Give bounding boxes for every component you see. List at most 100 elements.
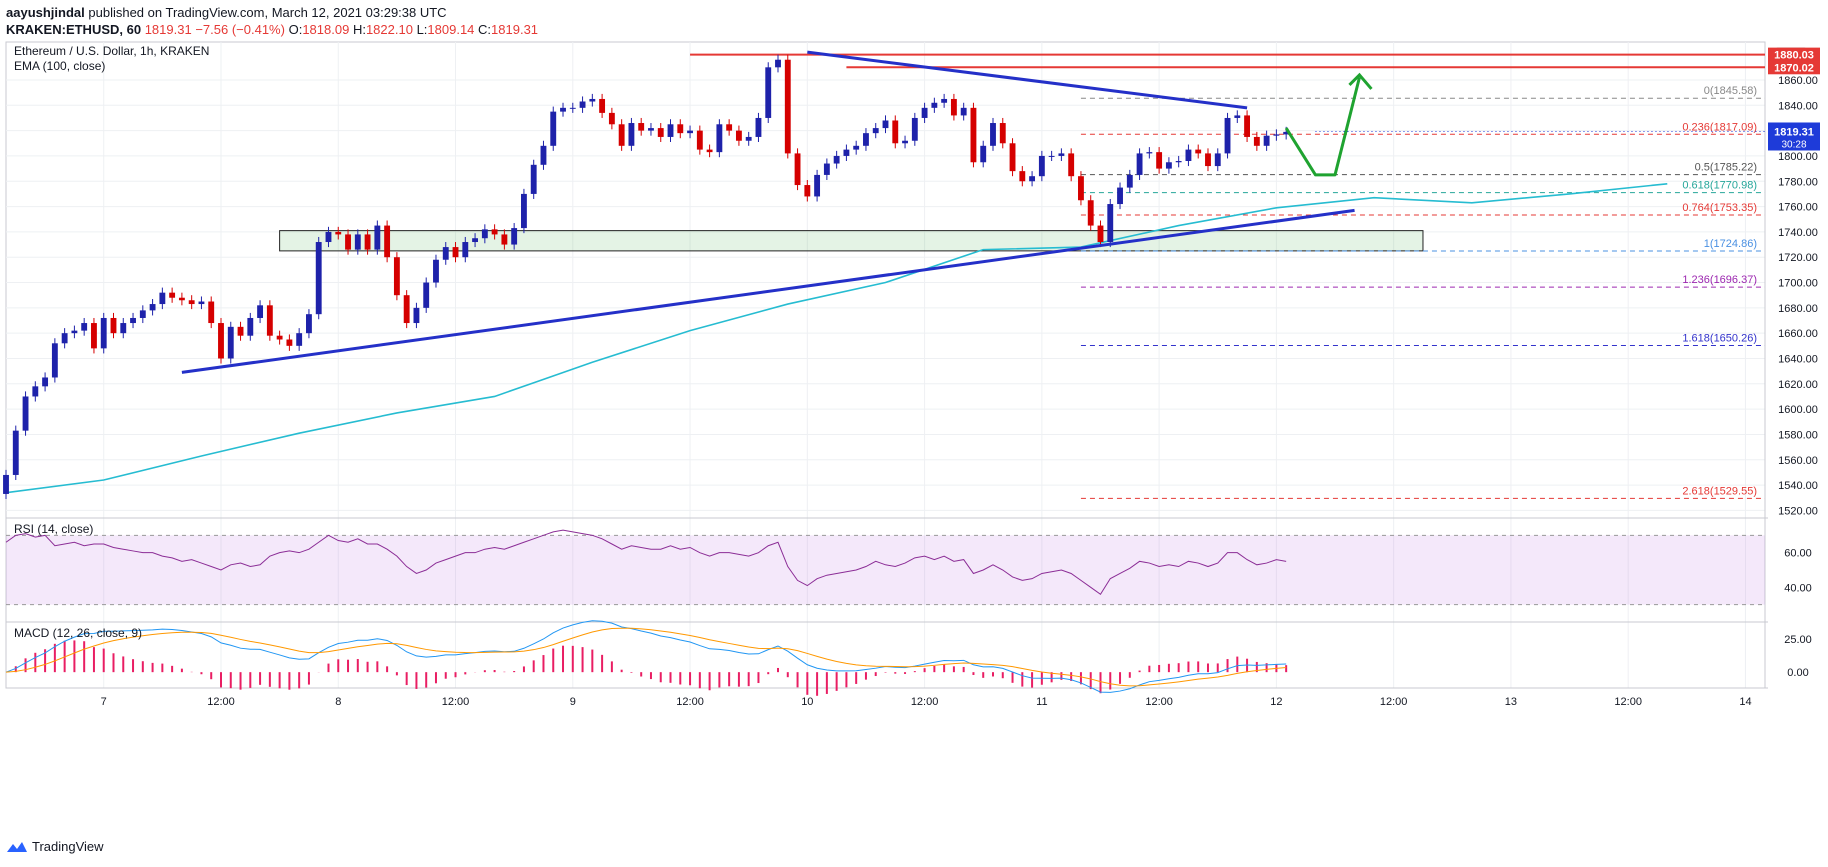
candle-body [560, 107, 566, 112]
candle-body [71, 330, 78, 334]
high-value: 1822.10 [365, 22, 413, 37]
brand-text: TradingView [32, 839, 104, 854]
candle-body [1107, 204, 1114, 243]
plot-frame [5, 41, 1766, 689]
price: 1819.31 [144, 22, 192, 37]
candle-body [501, 234, 508, 245]
candle-body [1097, 225, 1104, 243]
candle-body [110, 317, 117, 334]
price-tick: 1660.00 [1778, 328, 1818, 340]
macd-tick: 0.00 [1787, 667, 1808, 679]
candle-body [775, 59, 781, 68]
candle-body [1146, 152, 1153, 154]
signal-line [5, 627, 1287, 687]
high-label: H: [352, 22, 366, 37]
candle-body [198, 301, 205, 305]
candle-body [51, 343, 58, 378]
tradingview-branding[interactable]: TradingView [6, 839, 104, 854]
chart-title: Ethereum / U.S. Dollar, 1h, KRAKEN [14, 44, 209, 58]
candle-body [276, 335, 283, 340]
candle-body [120, 323, 127, 334]
fib-label: 1.618(1650.26) [1682, 333, 1757, 345]
candle-body [755, 117, 762, 137]
candle-body [863, 133, 869, 146]
candle-body [794, 153, 801, 186]
candle-body [32, 386, 39, 397]
rsi-tick: 60.00 [1784, 548, 1812, 560]
candle-body [403, 295, 410, 324]
candle-body [1244, 115, 1251, 137]
candle-body [745, 136, 752, 141]
candle-body [628, 123, 635, 146]
current-price-tag [1768, 122, 1820, 151]
candle-body [589, 98, 596, 102]
rsi-tick: 40.00 [1784, 582, 1812, 594]
candle-body [843, 149, 850, 156]
publish-line: aayushjindal published on TradingView.co… [6, 5, 447, 20]
symbol: KRAKEN:ETHUSD, 60 [6, 22, 142, 37]
candle-body [393, 257, 400, 296]
price-tick: 1720.00 [1778, 252, 1818, 264]
time-tick: 12:00 [1614, 696, 1642, 708]
price-tick: 1620.00 [1778, 379, 1818, 391]
candle-body [139, 310, 146, 318]
candle-body [735, 130, 742, 141]
fib-label: 0.764(1753.35) [1682, 202, 1757, 214]
candle-body [667, 124, 674, 137]
candle-body [325, 231, 332, 243]
candle-body [804, 185, 811, 197]
candle-body [921, 107, 928, 118]
candle-body [931, 102, 938, 108]
candle-body [853, 145, 860, 150]
price-tick: 1780.00 [1778, 176, 1818, 188]
candle-body [1126, 174, 1133, 188]
time-tick: 12 [1270, 696, 1282, 708]
rsi-band [6, 535, 1765, 605]
open-value: 1818.09 [302, 22, 350, 37]
candle-body [892, 120, 899, 144]
candle-body [100, 317, 107, 349]
candle-body [618, 124, 625, 146]
candle-body [706, 149, 713, 153]
resistance-price-label: 1880.03 [1774, 50, 1814, 62]
arrow-head [1348, 72, 1373, 90]
candle-body [149, 304, 156, 311]
time-tick: 12:00 [207, 696, 235, 708]
price-tick: 1540.00 [1778, 480, 1818, 492]
close-label: C: [478, 22, 492, 37]
candle-body [491, 229, 498, 235]
candle-body [980, 145, 987, 163]
publisher-name[interactable]: aayushjindal [6, 5, 85, 20]
time-tick: 9 [570, 696, 576, 708]
candle-body [657, 128, 664, 137]
projection-arrow [1284, 77, 1361, 177]
candle-body [442, 247, 449, 260]
candle-body [423, 282, 430, 308]
candle-body [599, 98, 606, 113]
candle-body [266, 305, 273, 336]
candle-body [960, 107, 967, 116]
price-tick: 1520.00 [1778, 505, 1818, 517]
candle-body [902, 140, 908, 144]
price-tick: 1680.00 [1778, 303, 1818, 315]
candle-body [726, 124, 733, 131]
candle-body [1048, 155, 1055, 157]
close-value: 1819.31 [491, 22, 539, 37]
candle-body [22, 396, 29, 431]
candle-body [364, 234, 371, 250]
candle-body [481, 229, 488, 239]
resistance-price-tag [1768, 47, 1820, 62]
low-label: L: [416, 22, 428, 37]
candle-body [335, 231, 342, 235]
fib-label: 1.236(1696.37) [1682, 274, 1757, 286]
candle-body [530, 164, 537, 194]
published-text: published on TradingView.com, March 12, … [88, 5, 447, 20]
candle-body [1195, 149, 1202, 154]
support-zone [279, 230, 1424, 252]
candle-body [569, 107, 576, 109]
candle-body [296, 333, 303, 346]
candle-body [990, 123, 996, 146]
candle-body [1185, 149, 1192, 161]
candle-body [687, 130, 693, 134]
